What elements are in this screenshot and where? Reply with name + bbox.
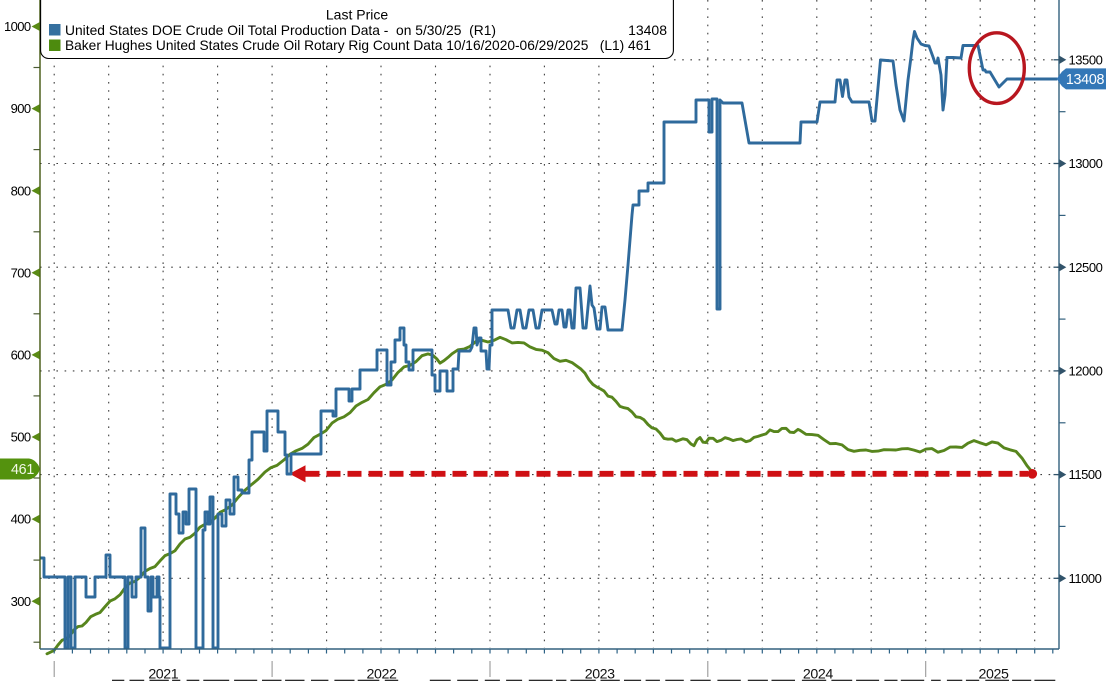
svg-text:13408: 13408 xyxy=(1066,72,1105,88)
svg-text:800: 800 xyxy=(11,183,31,198)
svg-text:2021: 2021 xyxy=(148,667,178,682)
svg-text:11000: 11000 xyxy=(1069,571,1102,586)
svg-text:461: 461 xyxy=(11,462,34,478)
svg-text:13500: 13500 xyxy=(1069,52,1103,67)
svg-text:11500: 11500 xyxy=(1069,467,1102,482)
svg-text:400: 400 xyxy=(11,512,31,527)
svg-text:300: 300 xyxy=(11,594,31,609)
svg-text:United States DOE Crude Oil To: United States DOE Crude Oil Total Produc… xyxy=(65,22,496,38)
svg-text:13000: 13000 xyxy=(1069,156,1103,171)
svg-text:2024: 2024 xyxy=(803,667,833,682)
svg-text:900: 900 xyxy=(11,101,31,116)
svg-text:Last Price: Last Price xyxy=(326,7,388,23)
svg-text:13408: 13408 xyxy=(628,22,667,38)
svg-text:2025: 2025 xyxy=(979,667,1009,682)
svg-text:12500: 12500 xyxy=(1069,260,1103,275)
svg-text:2023: 2023 xyxy=(585,667,615,682)
svg-text:600: 600 xyxy=(11,348,31,363)
svg-text:12000: 12000 xyxy=(1069,364,1103,379)
svg-text:Baker Hughes United States Cru: Baker Hughes United States Crude Oil Rot… xyxy=(65,37,651,53)
svg-text:700: 700 xyxy=(11,265,31,280)
svg-text:500: 500 xyxy=(11,430,31,445)
svg-text:2022: 2022 xyxy=(367,667,397,682)
svg-text:1000: 1000 xyxy=(4,19,31,34)
